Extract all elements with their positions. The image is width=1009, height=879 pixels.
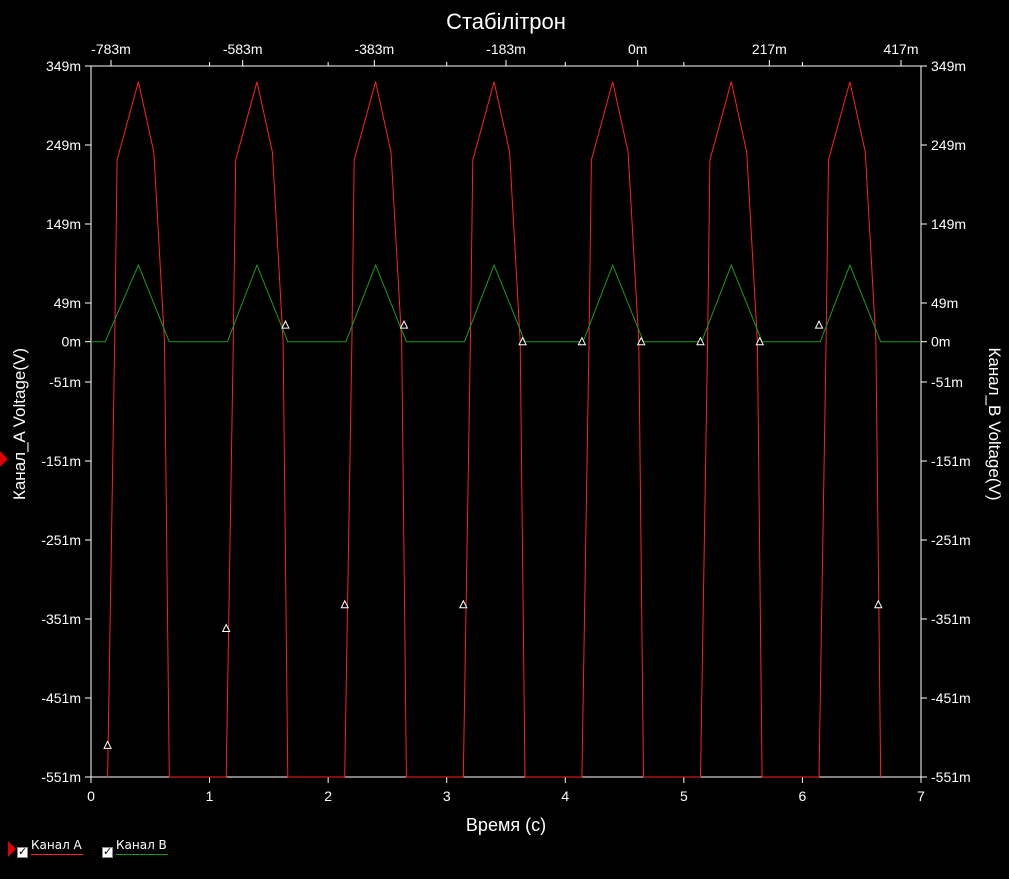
y-tick-label-right: 349m bbox=[931, 58, 966, 74]
cursor-marker bbox=[221, 623, 231, 632]
channel-b-color-swatch bbox=[116, 854, 168, 855]
cursor-marker bbox=[518, 336, 527, 346]
y-tick-label-right: -151m bbox=[931, 453, 971, 469]
channel-a-checkbox[interactable] bbox=[17, 845, 28, 859]
ticks: 0 1 2 3 4 5 6 7 -783m -583m -383m -183m 0m 217m 417m 34… bbox=[41, 41, 970, 804]
y-tick-label-left: -451m bbox=[41, 690, 81, 706]
channel-a-color-swatch bbox=[31, 854, 83, 855]
channel-b-label: Канал B bbox=[116, 838, 167, 852]
top-tick-label: 0m bbox=[628, 41, 647, 57]
left-axis-arrow-marker[interactable] bbox=[0, 451, 8, 467]
y-tick-label-left: -151m bbox=[41, 453, 81, 469]
channel-b-checkbox[interactable] bbox=[102, 845, 113, 859]
cursor-marker bbox=[577, 336, 587, 346]
series-line-channel-b bbox=[91, 263, 921, 343]
cursor-marker bbox=[636, 336, 646, 346]
y-tick-label-right: -251m bbox=[931, 532, 971, 548]
top-tick-label: -183m bbox=[486, 41, 526, 57]
y-tick-label-left: 0m bbox=[62, 334, 81, 350]
y-tick-label-right: 49m bbox=[931, 295, 958, 311]
y-tick-label-right: 149m bbox=[931, 216, 966, 232]
y-tick-label-right: -51m bbox=[931, 374, 963, 390]
x-tick-label: 7 bbox=[917, 788, 925, 804]
cursor-marker bbox=[340, 599, 350, 609]
y-tick-label-right: -351m bbox=[931, 611, 971, 627]
x-tick-label: 0 bbox=[87, 788, 95, 804]
y-tick-label-right: -551m bbox=[931, 769, 971, 785]
cursor-marker bbox=[755, 336, 765, 346]
channel-a-label: Канал A bbox=[31, 838, 82, 852]
x-tick-label: 3 bbox=[443, 788, 451, 804]
cursor-markers bbox=[103, 320, 883, 749]
legend-selected-arrow-icon bbox=[8, 841, 16, 857]
cursor-marker bbox=[103, 740, 112, 749]
top-tick-label: -583m bbox=[223, 41, 263, 57]
x-axis-label: Время (с) bbox=[466, 815, 546, 835]
y-tick-label-left: -351m bbox=[41, 611, 81, 627]
cursor-marker bbox=[399, 320, 409, 329]
top-tick-label: -783m bbox=[91, 41, 131, 57]
y-tick-label-left: -251m bbox=[41, 532, 81, 548]
top-tick-label: 217m bbox=[752, 41, 787, 57]
top-tick-label: -383m bbox=[354, 41, 394, 57]
cursor-marker bbox=[874, 599, 883, 609]
y-tick-label-left: 149m bbox=[46, 216, 81, 232]
x-tick-label: 1 bbox=[206, 788, 214, 804]
cursor-marker bbox=[459, 599, 468, 609]
x-tick-label: 6 bbox=[799, 788, 807, 804]
x-tick-label: 2 bbox=[324, 788, 332, 804]
x-tick-label: 4 bbox=[561, 788, 569, 804]
y-tick-label-right: -451m bbox=[931, 690, 971, 706]
y-axis-label-left: Канал_A Voltage(V) bbox=[10, 348, 29, 500]
legend-item-channel-a[interactable]: Канал A bbox=[8, 838, 83, 859]
y-tick-label-right: 0m bbox=[931, 334, 950, 350]
cursor-marker bbox=[814, 320, 824, 329]
legend-item-channel-b[interactable]: Канал B bbox=[102, 838, 168, 859]
y-tick-label-left: -551m bbox=[41, 769, 81, 785]
y-tick-label-right: 249m bbox=[931, 137, 966, 153]
y-tick-label-left: 49m bbox=[54, 295, 81, 311]
chart-title: Стабілітрон bbox=[446, 9, 566, 34]
cursor-marker bbox=[696, 336, 705, 346]
y-tick-label-left: 349m bbox=[46, 58, 81, 74]
y-tick-label-left: 249m bbox=[46, 137, 81, 153]
y-axis-label-right: Канал_B Voltage(V) bbox=[985, 347, 1004, 500]
top-tick-label: 417m bbox=[883, 41, 918, 57]
cursor-marker bbox=[281, 320, 290, 329]
x-tick-label: 5 bbox=[680, 788, 688, 804]
y-tick-label-left: -51m bbox=[49, 374, 81, 390]
